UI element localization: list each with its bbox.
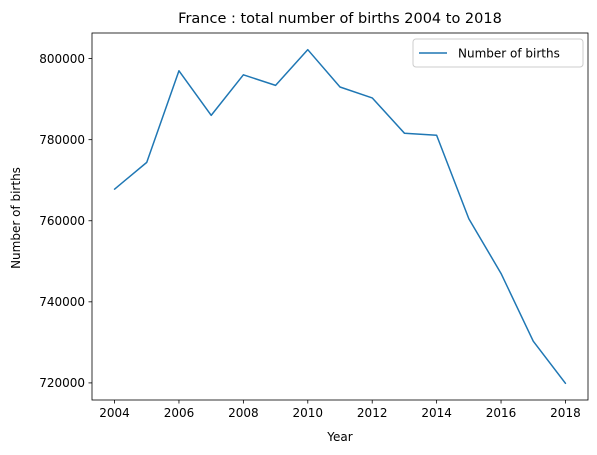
- series-line: [113, 48, 567, 385]
- x-tick-label: 2006: [164, 406, 195, 420]
- plot-frame: [91, 32, 589, 401]
- legend: Number of births: [412, 38, 584, 68]
- x-axis-ticks: 2004 2006 2008 2010 2012 2014 2016 2018: [99, 400, 581, 420]
- y-tick-label: 760000: [39, 214, 85, 228]
- series-lines: [113, 48, 567, 385]
- x-tick-label: 2010: [293, 406, 324, 420]
- x-axis-label: Year: [326, 430, 352, 444]
- x-tick-label: 2008: [228, 406, 259, 420]
- chart-title: France : total number of births 2004 to …: [178, 11, 502, 27]
- y-axis-label: Number of births: [9, 167, 23, 269]
- x-tick-label: 2018: [550, 406, 581, 420]
- plot-area: 2004 2006 2008 2010 2012 2014 2016 2018 7200007…: [39, 32, 589, 420]
- y-axis-ticks: 720000 740000 760000 780000 800000: [39, 52, 92, 390]
- legend-series-label: Number of births: [458, 47, 560, 61]
- y-tick-label: 740000: [39, 295, 85, 309]
- x-tick-label: 2014: [421, 406, 452, 420]
- y-tick-label: 720000: [39, 376, 85, 390]
- x-tick-label: 2016: [486, 406, 517, 420]
- x-tick-label: 2004: [99, 406, 130, 420]
- x-tick-label: 2012: [357, 406, 388, 420]
- y-tick-label: 800000: [39, 52, 85, 66]
- y-tick-label: 780000: [39, 133, 85, 147]
- legend-box: [412, 38, 584, 68]
